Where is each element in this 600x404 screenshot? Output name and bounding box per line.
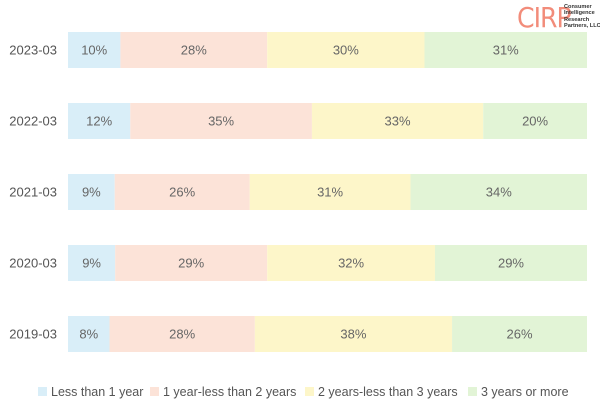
logo-company-name: Consumer Intelligence Research Partners,… <box>564 4 600 30</box>
logo-line: Partners, LLC <box>564 23 600 30</box>
data-label: 20% <box>522 114 548 129</box>
bar-segment <box>68 316 110 352</box>
bar-segment <box>120 32 268 68</box>
data-label: 29% <box>178 256 204 271</box>
data-label: 28% <box>181 43 207 58</box>
bar-segment <box>68 245 116 281</box>
data-label: 31% <box>493 43 519 58</box>
data-label: 12% <box>86 114 112 129</box>
legend-swatch <box>305 387 314 396</box>
legend-swatch <box>38 387 47 396</box>
category-label: 2019-03 <box>9 327 57 342</box>
data-label: 26% <box>169 185 195 200</box>
category-label: 2020-03 <box>9 256 57 271</box>
bar-segment <box>130 103 312 139</box>
data-label: 29% <box>498 256 524 271</box>
data-label: 8% <box>79 327 98 342</box>
legend-swatch <box>468 387 477 396</box>
logo-line: Consumer <box>564 4 592 10</box>
data-label: 10% <box>81 43 107 58</box>
data-label: 9% <box>82 185 101 200</box>
logo-line: Intelligence <box>564 10 595 17</box>
logo-line: Research <box>564 16 590 23</box>
bar-segment <box>311 103 484 139</box>
data-label: 34% <box>486 185 512 200</box>
bar-segment <box>267 245 435 281</box>
cirp-logo: CIRP Consumer Intelligence Research Part… <box>517 1 600 39</box>
data-label: 38% <box>340 327 366 342</box>
bar-segment <box>483 103 587 139</box>
bar-segment <box>68 32 121 68</box>
legend-label: Less than 1 year <box>51 385 143 399</box>
data-label: 26% <box>507 327 533 342</box>
data-label: 31% <box>317 185 343 200</box>
legend-swatch <box>150 387 159 396</box>
bar-segment <box>452 316 587 352</box>
bar-segment <box>114 174 250 210</box>
category-label: 2021-03 <box>9 185 57 200</box>
bar-segment <box>434 245 587 281</box>
bar-segment <box>267 32 425 68</box>
legend-label: 1 year-less than 2 years <box>163 385 296 399</box>
bar-segment <box>249 174 411 210</box>
data-label: 30% <box>333 43 359 58</box>
bar-segment <box>254 316 453 352</box>
data-label: 28% <box>169 327 195 342</box>
category-label: 2022-03 <box>9 114 57 129</box>
bar-segment <box>410 174 587 210</box>
bar-segment <box>68 174 115 210</box>
data-label: 9% <box>82 256 101 271</box>
data-label: 33% <box>385 114 411 129</box>
category-label: 2023-03 <box>9 43 57 58</box>
bar-segment <box>424 32 587 68</box>
logo-mark: CIRP <box>517 1 572 34</box>
bar-segment <box>68 103 131 139</box>
legend-label: 3 years or more <box>481 385 569 399</box>
legend-label: 2 years-less than 3 years <box>318 385 458 399</box>
data-label: 35% <box>208 114 234 129</box>
bar-segment <box>115 245 268 281</box>
data-label: 32% <box>338 256 364 271</box>
bar-segment <box>109 316 255 352</box>
